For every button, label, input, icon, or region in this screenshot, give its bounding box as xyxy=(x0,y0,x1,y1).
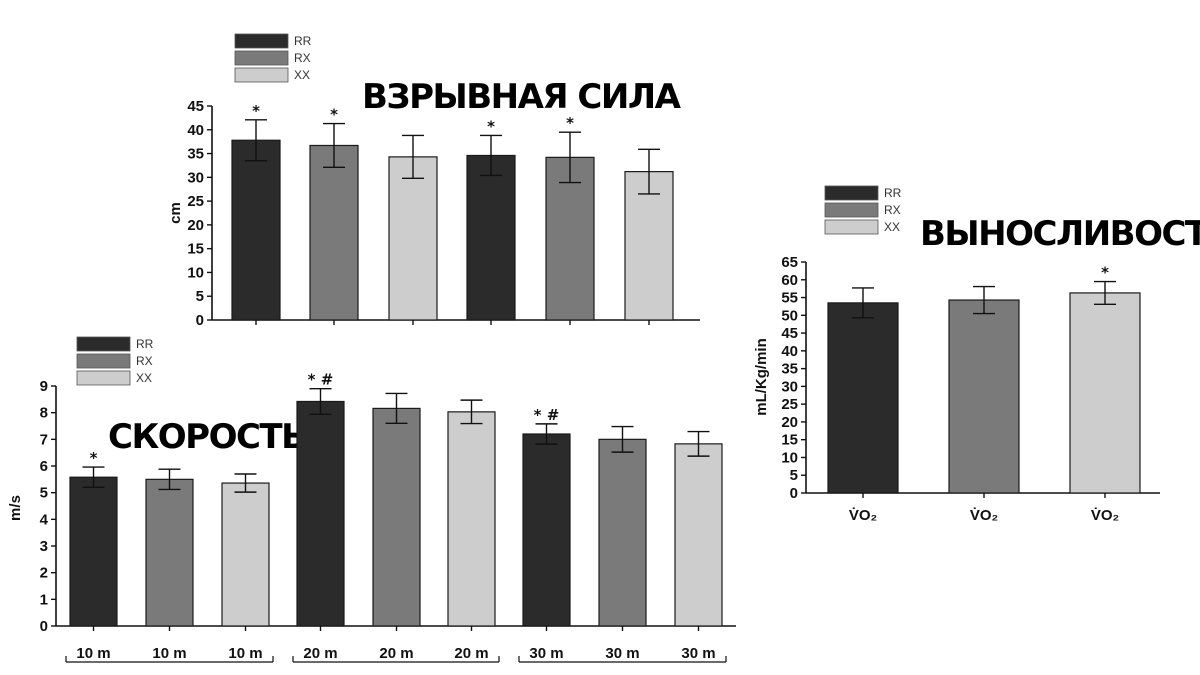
endurance-y-tick-label: 15 xyxy=(781,432,798,449)
power-bar-3 xyxy=(388,156,438,321)
endurance-significance-mark-3: * xyxy=(1101,264,1109,282)
endurance-y-tick-label: 35 xyxy=(781,361,798,378)
power-y-axis-label: cm xyxy=(167,202,184,224)
speed-bar-4 xyxy=(296,400,345,627)
endurance-legend-swatch-rr xyxy=(824,185,879,201)
speed-legend-swatch-xx xyxy=(76,370,131,386)
speed-y-tick-label: 1 xyxy=(40,591,48,608)
speed-category-label-7: 30 m xyxy=(529,645,563,662)
power-bar-2 xyxy=(309,144,359,321)
endurance-bar-3 xyxy=(1069,292,1141,494)
power-y-tick-label: 5 xyxy=(196,288,204,305)
endurance-y-tick-label: 0 xyxy=(790,485,798,502)
speed-bar-6 xyxy=(447,411,496,627)
power-significance-mark-1: * xyxy=(252,102,260,120)
endurance-y-tick-label: 50 xyxy=(781,307,798,324)
speed-y-tick-label: 2 xyxy=(40,565,48,582)
speed-bar-7 xyxy=(522,433,571,627)
power-y-tick-label: 10 xyxy=(187,264,204,281)
speed-category-label-2: 10 m xyxy=(152,645,186,662)
speed-legend-label-rx: RX xyxy=(136,354,153,368)
endurance-legend-label-rr: RR xyxy=(884,186,902,200)
speed-bar-2 xyxy=(145,478,194,627)
speed-y-tick-label: 5 xyxy=(40,485,48,502)
speed-y-tick-label: 8 xyxy=(40,405,48,422)
chart-title-power: ВЗРЫВНАЯ СИЛА xyxy=(362,77,682,117)
endurance-y-tick-label: 60 xyxy=(781,272,798,289)
power-y-tick-label: 45 xyxy=(187,98,204,115)
power-y-tick-label: 0 xyxy=(196,312,204,329)
endurance-y-tick-label: 25 xyxy=(781,396,798,413)
chart-title-endurance: ВЫНОСЛИВОСТЬ xyxy=(920,214,1200,254)
power-y-tick-label: 25 xyxy=(187,193,204,210)
power-y-tick-label: 30 xyxy=(187,169,204,186)
power-y-tick-label: 20 xyxy=(187,217,204,234)
speed-bar-8 xyxy=(598,438,647,627)
speed-legend-swatch-rx xyxy=(76,353,131,369)
power-legend-swatch-rx xyxy=(234,50,289,66)
speed-y-tick-label: 3 xyxy=(40,538,48,555)
speed-bar-1 xyxy=(69,476,118,627)
power-y-tick-label: 35 xyxy=(187,146,204,163)
power-significance-mark-2: * xyxy=(330,106,338,124)
power-bar-6 xyxy=(624,171,674,321)
speed-y-tick-label: 6 xyxy=(40,458,48,475)
speed-category-label-1: 10 m xyxy=(76,645,110,662)
speed-significance-mark-7: * # xyxy=(534,406,560,424)
speed-legend-label-xx: XX xyxy=(136,371,152,385)
power-significance-mark-4: * xyxy=(487,117,495,135)
speed-significance-mark-1: * xyxy=(90,449,98,467)
power-legend-label-rr: RR xyxy=(294,34,312,48)
endurance-y-tick-label: 40 xyxy=(781,343,798,360)
endurance-category-label-1: V̇O₂ xyxy=(849,507,877,524)
speed-category-label-4: 20 m xyxy=(303,645,337,662)
endurance-y-tick-label: 10 xyxy=(781,449,798,466)
speed-bar-9 xyxy=(674,443,723,627)
speed-legend-swatch-rr xyxy=(76,336,131,352)
power-legend-swatch-xx xyxy=(234,67,289,83)
speed-category-label-6: 20 m xyxy=(454,645,488,662)
speed-y-tick-label: 9 xyxy=(40,378,48,395)
endurance-legend-label-xx: XX xyxy=(884,220,900,234)
endurance-y-tick-label: 5 xyxy=(790,467,798,484)
speed-y-tick-label: 7 xyxy=(40,431,48,448)
speed-bar-3 xyxy=(221,482,270,627)
endurance-y-tick-label: 65 xyxy=(781,254,798,271)
power-legend-label-xx: XX xyxy=(294,68,310,82)
power-bar-5 xyxy=(545,156,595,321)
endurance-legend-swatch-xx xyxy=(824,219,879,235)
endurance-y-tick-label: 30 xyxy=(781,378,798,395)
endurance-category-label-2: V̇O₂ xyxy=(970,507,998,524)
power-y-tick-label: 40 xyxy=(187,122,204,139)
power-bar-1 xyxy=(231,139,281,321)
speed-category-label-3: 10 m xyxy=(228,645,262,662)
power-legend-swatch-rr xyxy=(234,33,289,49)
speed-y-tick-label: 0 xyxy=(40,618,48,635)
speed-y-tick-label: 4 xyxy=(40,511,49,528)
power-bar-4 xyxy=(466,154,516,321)
speed-y-axis-label: m/s xyxy=(7,495,24,521)
endurance-legend-swatch-rx xyxy=(824,202,879,218)
endurance-y-axis-label: mL/Kg/min xyxy=(753,338,770,416)
endurance-bar-2 xyxy=(948,299,1020,494)
speed-legend-label-rr: RR xyxy=(136,337,154,351)
speed-bar-5 xyxy=(372,407,421,627)
endurance-bar-1 xyxy=(827,302,899,494)
speed-category-label-8: 30 m xyxy=(605,645,639,662)
endurance-y-tick-label: 55 xyxy=(781,290,798,307)
speed-significance-mark-4: * # xyxy=(308,371,334,389)
power-legend-label-rx: RX xyxy=(294,51,311,65)
endurance-legend-label-rx: RX xyxy=(884,203,901,217)
power-significance-mark-5: * xyxy=(566,114,574,132)
power-y-tick-label: 15 xyxy=(187,241,204,258)
endurance-y-tick-label: 45 xyxy=(781,325,798,342)
speed-category-label-9: 30 m xyxy=(681,645,715,662)
speed-category-label-5: 20 m xyxy=(379,645,413,662)
endurance-category-label-3: V̇O₂ xyxy=(1091,507,1119,524)
chart-title-speed: СКОРОСТЬ xyxy=(108,417,306,457)
endurance-y-tick-label: 20 xyxy=(781,414,798,431)
